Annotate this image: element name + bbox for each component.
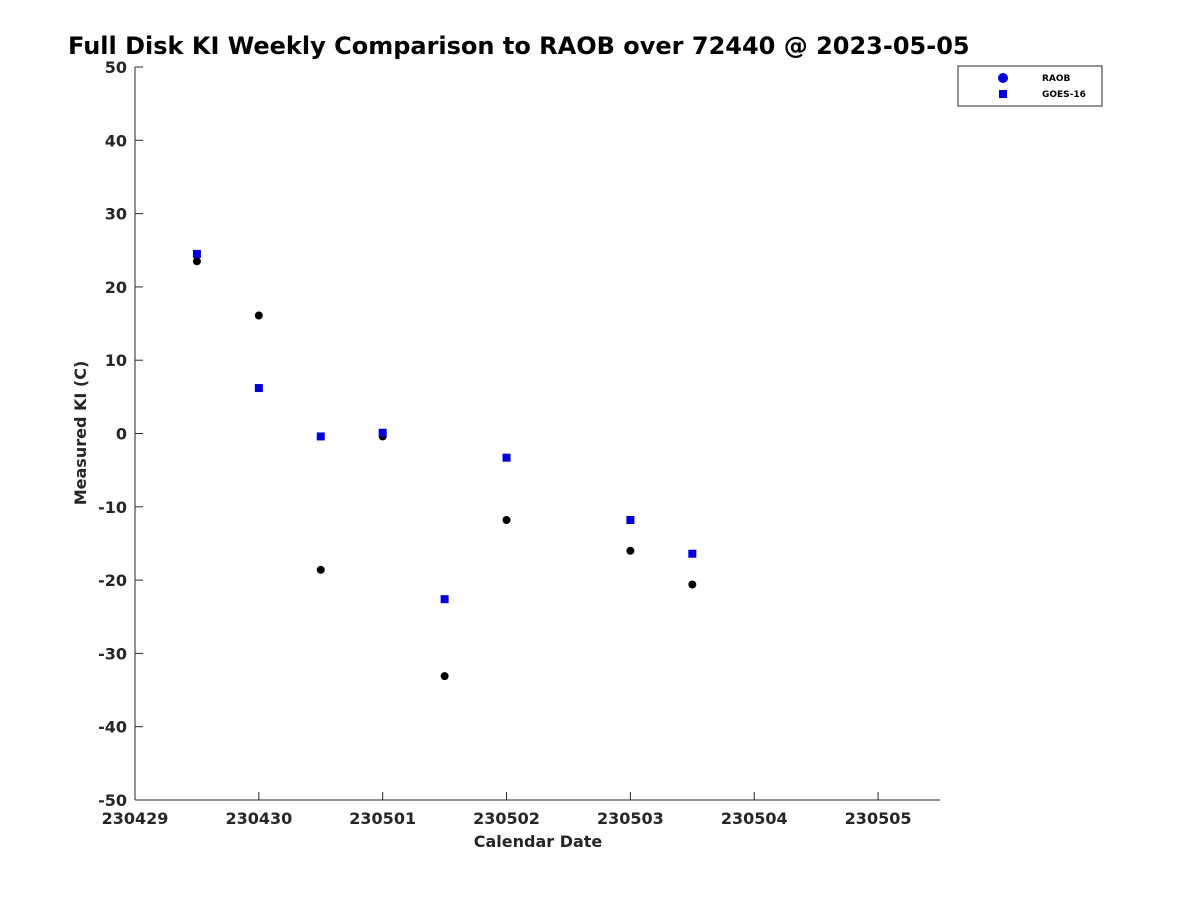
x-tick-label: 230503 xyxy=(597,809,664,828)
legend-label: GOES-16 xyxy=(1042,90,1086,100)
raob-point xyxy=(688,580,697,589)
goes-16-point xyxy=(440,595,449,604)
legend-label: RAOB xyxy=(1042,74,1071,84)
x-tick-label: 230430 xyxy=(225,809,292,828)
chart-title: Full Disk KI Weekly Comparison to RAOB o… xyxy=(68,32,970,60)
x-tick-label: 230502 xyxy=(473,809,540,828)
y-tick-label: 0 xyxy=(116,425,127,444)
x-tick-label: 230504 xyxy=(721,809,788,828)
series-layer xyxy=(192,249,697,681)
series-goes-16 xyxy=(192,249,697,604)
y-tick-label: 20 xyxy=(105,278,127,297)
y-axis-ticks: 50 40 30 20 10 0 -10 -20 -30 -40 -50 xyxy=(98,58,143,810)
legend-goes-16-marker xyxy=(999,90,1007,98)
raob-point xyxy=(192,257,201,266)
y-tick-label: -40 xyxy=(98,718,127,737)
legend: RAOB GOES-16 xyxy=(957,65,1103,107)
goes-16-point xyxy=(254,384,263,393)
y-tick-label: -20 xyxy=(98,571,127,590)
x-axis-label: Calendar Date xyxy=(474,832,603,851)
goes-16-point xyxy=(192,249,201,258)
legend-box xyxy=(957,65,1103,107)
raob-point xyxy=(440,672,449,681)
y-axis-label: Measured KI (C) xyxy=(71,361,90,506)
goes-16-point xyxy=(502,453,511,462)
raob-point xyxy=(502,515,511,524)
x-tick-label: 230501 xyxy=(349,809,416,828)
x-axis-ticks: 230429 230430 230501 230502 230503 230504 2305… xyxy=(102,792,912,828)
goes-16-point xyxy=(626,515,635,524)
series-raob xyxy=(192,257,697,681)
y-tick-label: -30 xyxy=(98,644,127,663)
raob-point xyxy=(316,565,325,574)
legend-raob-marker xyxy=(998,73,1008,83)
y-tick-label: 40 xyxy=(105,131,127,150)
raob-point xyxy=(254,311,263,320)
goes-16-point xyxy=(688,549,697,558)
x-tick-label: 230505 xyxy=(845,809,912,828)
goes-16-point xyxy=(316,432,325,441)
plot-area xyxy=(135,67,940,800)
goes-16-point xyxy=(378,428,387,437)
y-tick-label: 10 xyxy=(105,351,127,370)
y-tick-label: -10 xyxy=(98,498,127,517)
y-tick-label: -50 xyxy=(98,791,127,810)
y-tick-label: 30 xyxy=(105,205,127,224)
x-tick-label: 230429 xyxy=(102,809,169,828)
raob-point xyxy=(626,546,635,555)
y-tick-label: 50 xyxy=(105,58,127,77)
